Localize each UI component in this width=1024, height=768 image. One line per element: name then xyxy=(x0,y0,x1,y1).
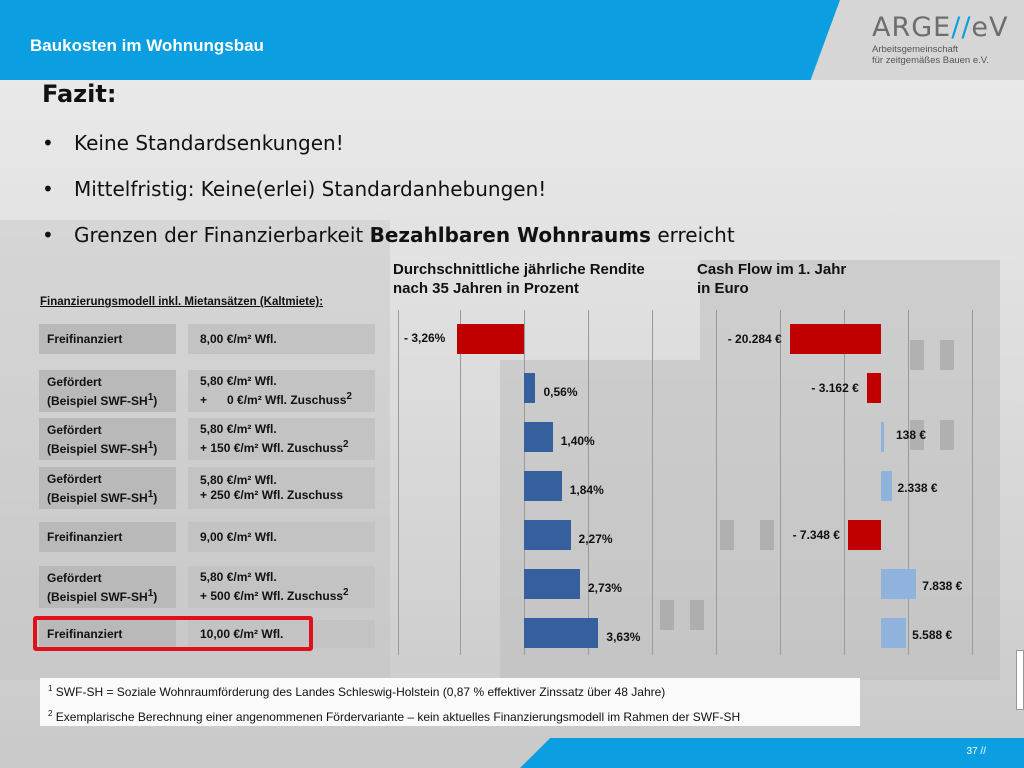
cashflow-data-label: 7.838 € xyxy=(922,579,963,593)
cashflow-heading-line2: in Euro xyxy=(697,280,749,297)
bullet-bold-text: Bezahlbaren Wohnraums xyxy=(369,223,651,247)
logo-text-left: ARGE xyxy=(872,12,952,43)
rendite-bar xyxy=(457,324,524,354)
page-heading: Fazit: xyxy=(42,80,117,108)
row-rent: 10,00 €/m² Wfl. xyxy=(188,620,375,648)
bullet-item: • Keine Standardsenkungen! xyxy=(42,120,735,166)
cashflow-bar xyxy=(866,373,881,403)
grid-line xyxy=(780,310,781,655)
bullet-item: • Mittelfristig: Keine(erlei) Standardanh… xyxy=(42,166,735,212)
row-label: Freifinanziert xyxy=(39,522,176,552)
row-label: Gefördert (Beispiel SWF-SH1) xyxy=(39,370,176,412)
row-label: Freifinanziert xyxy=(39,620,176,648)
row-label: Gefördert (Beispiel SWF-SH1) xyxy=(39,467,176,509)
cashflow-data-label: 138 € xyxy=(896,428,927,442)
row-label: Gefördert (Beispiel SWF-SH1) xyxy=(39,566,176,608)
grid-line xyxy=(460,310,461,655)
logo-text-right: eV xyxy=(971,12,1009,43)
cashflow-data-label: - 3.162 € xyxy=(811,381,859,395)
rendite-data-label: 0,56% xyxy=(543,385,578,399)
page-number: 37 // xyxy=(966,746,986,757)
rendite-bar xyxy=(524,471,562,501)
highlight-frame xyxy=(33,616,313,651)
row-rent: 9,00 €/m² Wfl. xyxy=(188,522,375,552)
rendite-data-label: - 3,26% xyxy=(404,331,446,345)
row-rent: 5,80 €/m² Wfl. + 150 €/m² Wfl. Zuschuss2 xyxy=(188,418,375,460)
arge-logo: ARGE//eV Arbeitsgemeinschaft für zeitgem… xyxy=(872,14,1012,70)
row-rent: 5,80 €/m² Wfl. + 0 €/m² Wfl. Zuschuss2 xyxy=(188,370,375,412)
rendite-data-label: 2,73% xyxy=(587,581,622,595)
rendite-bar xyxy=(524,373,536,403)
grid-line xyxy=(716,310,717,655)
rendite-data-label: 1,84% xyxy=(569,483,604,497)
cashflow-data-label: - 20.284 € xyxy=(727,332,782,346)
cashflow-bar xyxy=(881,471,892,501)
bullet-text-end: erreicht xyxy=(650,223,735,247)
cashflow-data-label: 2.338 € xyxy=(897,481,938,495)
header-title: Baukosten im Wohnungsbau xyxy=(30,36,264,55)
grid-line xyxy=(844,310,845,655)
rendite-heading-line2: nach 35 Jahren in Prozent xyxy=(393,280,579,297)
row-label: Gefördert (Beispiel SWF-SH1) xyxy=(39,418,176,460)
financing-model-heading: Finanzierungsmodell inkl. Mietansätzen (… xyxy=(40,296,324,308)
rendite-bar xyxy=(524,422,553,452)
rendite-data-label: 3,63% xyxy=(606,630,641,644)
header-bar: Baukosten im Wohnungsbau xyxy=(0,0,840,80)
cashflow-data-label: 5.588 € xyxy=(912,628,953,642)
row-label: Freifinanziert xyxy=(39,324,176,354)
footer-bar: 37 // xyxy=(520,738,1024,768)
row-rent: 5,80 €/m² Wfl. + 500 €/m² Wfl. Zuschuss2 xyxy=(188,566,375,608)
bullet-list: • Keine Standardsenkungen! • Mittelfristig… xyxy=(42,120,735,258)
rendite-bar xyxy=(524,569,580,599)
bullet-text: Keine Standardsenkungen! xyxy=(74,131,344,155)
rendite-bar xyxy=(524,520,571,550)
footnote-1: 1 SWF-SH = Soziale Wohnraumförderung des… xyxy=(48,684,666,699)
footnote-2: 2 Exemplarische Berechnung einer angenom… xyxy=(48,709,741,724)
rendite-bar xyxy=(524,618,599,648)
grid-line xyxy=(588,310,589,655)
logo-slash: // xyxy=(951,12,972,43)
cashflow-bar xyxy=(881,569,917,599)
logo-subtitle-2: für zeitgemäßes Bauen e.V. xyxy=(872,55,989,66)
rendite-data-label: 2,27% xyxy=(578,532,613,546)
bullet-text: Mittelfristig: Keine(erlei) Standardanhe… xyxy=(74,177,547,201)
logo-subtitle-1: Arbeitsgemeinschaft xyxy=(872,44,959,55)
cashflow-heading-line1: Cash Flow im 1. Jahr xyxy=(697,261,847,278)
cashflow-bar xyxy=(789,324,881,354)
rendite-column-heading: Durchschnittliche jährliche Rendite nach… xyxy=(393,260,645,298)
rendite-heading-line1: Durchschnittliche jährliche Rendite xyxy=(393,261,645,278)
background-photo xyxy=(0,80,1024,768)
grid-line xyxy=(908,310,909,655)
grid-line xyxy=(398,310,399,655)
scroll-indicator[interactable] xyxy=(1016,650,1024,710)
row-rent: 8,00 €/m² Wfl. xyxy=(188,324,375,354)
grid-line xyxy=(972,310,973,655)
cashflow-bar xyxy=(881,618,907,648)
footnotes: 1 SWF-SH = Soziale Wohnraumförderung des… xyxy=(40,678,860,726)
grid-line xyxy=(652,310,653,655)
cashflow-data-label: - 7.348 € xyxy=(792,528,840,542)
bullet-item: • Grenzen der Finanzierbarkeit Bezahlbare… xyxy=(42,223,735,247)
bullet-text: Grenzen der Finanzierbarkeit xyxy=(74,223,370,247)
rendite-data-label: 1,40% xyxy=(560,434,595,448)
cashflow-bar xyxy=(847,520,881,550)
cashflow-bar xyxy=(881,422,884,452)
row-rent: 5,80 €/m² Wfl. + 250 €/m² Wfl. Zuschuss xyxy=(188,467,375,509)
cashflow-column-heading: Cash Flow im 1. Jahr in Euro xyxy=(697,260,846,298)
